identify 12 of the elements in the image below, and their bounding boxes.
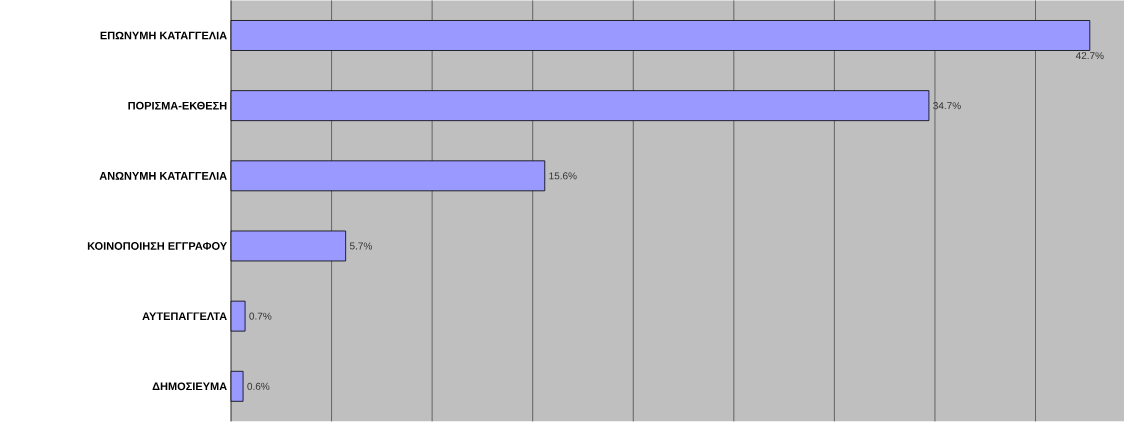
y-tick-label: ΕΠΩΝΥΜΗ ΚΑΤΑΓΓΕΛΙΑ xyxy=(100,31,227,40)
y-tick-label: ΚΟΙΝΟΠΟΙΗΣΗ ΕΓΓΡΑΦΟΥ xyxy=(87,242,227,250)
data-label: 34.7% xyxy=(933,102,961,110)
y-tick-label: ΠΟΡΙΣΜΑ-ΕΚΘΕΣΗ xyxy=(128,101,227,110)
data-label: 42.7% xyxy=(1075,52,1104,60)
y-tick-label: ΑΝΩΝΥΜΗ ΚΑΤΑΓΓΕΛΙΑ xyxy=(99,172,227,180)
data-label: 0.7% xyxy=(249,312,272,320)
data-label: 15.6% xyxy=(549,172,577,180)
y-tick-label: ΑΥΤΕΠΑΓΓΕΛΤΑ xyxy=(142,312,227,320)
y-tick-label: ΔΗΜΟΣΙΕΥΜΑ xyxy=(152,382,227,391)
data-label: 5.7% xyxy=(349,242,372,250)
data-label: 0.6% xyxy=(247,382,270,390)
